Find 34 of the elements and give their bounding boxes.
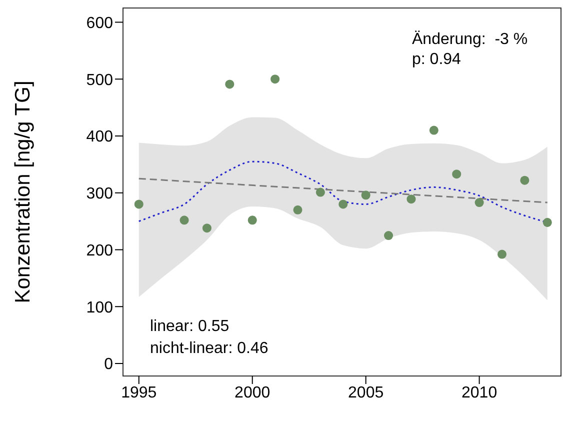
point (293, 205, 302, 214)
point (520, 176, 530, 185)
point (474, 198, 484, 208)
point (338, 200, 348, 209)
y-tick-label: 300 (86, 186, 114, 203)
point (542, 218, 552, 227)
point (384, 231, 394, 240)
point (429, 126, 438, 135)
y-axis-title: Konzentration [ng/g TG] (11, 80, 34, 304)
y-tick-label: 0 (104, 356, 114, 374)
annotation: Änderung: -3 % (412, 30, 528, 50)
x-tick-label: 2010 (462, 384, 498, 402)
y-tick-label: 600 (86, 14, 114, 32)
y-tick-label: 500 (86, 72, 114, 89)
point (361, 190, 370, 200)
x-tick-label: 2000 (234, 384, 270, 402)
y-tick-label: 200 (86, 242, 114, 260)
point (225, 80, 234, 89)
annotation: linear: 0.55 (150, 317, 230, 337)
annotation: nicht-linear: 0.46 (150, 339, 268, 359)
point (452, 170, 462, 179)
annotation: p: 0.94 (412, 50, 462, 70)
point (497, 250, 507, 259)
x-tick-label: 1995 (121, 384, 157, 402)
point (248, 216, 257, 225)
x-tick-label: 2005 (348, 384, 384, 402)
point (134, 200, 144, 209)
y-tick-label: 400 (86, 128, 114, 146)
y-tick-label: 100 (86, 299, 114, 316)
point (180, 216, 189, 225)
point (316, 188, 325, 197)
point (202, 224, 212, 233)
point (406, 194, 416, 204)
point (270, 74, 280, 84)
